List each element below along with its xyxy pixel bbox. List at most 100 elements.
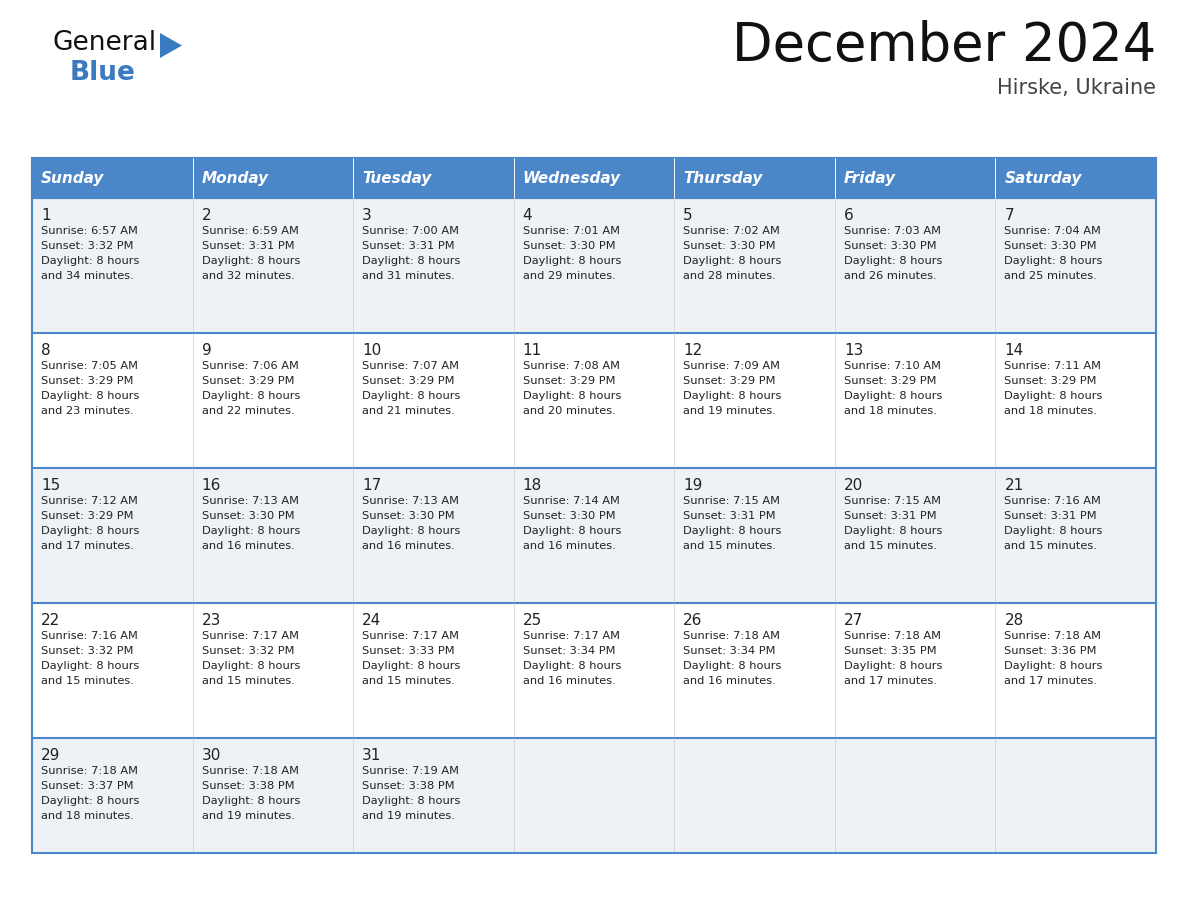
Text: 16: 16: [202, 478, 221, 493]
Text: Sunset: 3:35 PM: Sunset: 3:35 PM: [843, 646, 936, 656]
Text: Sunrise: 7:15 AM: Sunrise: 7:15 AM: [843, 496, 941, 506]
Text: Sunrise: 7:01 AM: Sunrise: 7:01 AM: [523, 226, 620, 236]
Text: Daylight: 8 hours: Daylight: 8 hours: [523, 526, 621, 536]
Text: and 28 minutes.: and 28 minutes.: [683, 271, 776, 281]
Text: Daylight: 8 hours: Daylight: 8 hours: [843, 661, 942, 671]
Text: Daylight: 8 hours: Daylight: 8 hours: [202, 661, 299, 671]
Bar: [353, 158, 513, 198]
Text: Sunset: 3:36 PM: Sunset: 3:36 PM: [1004, 646, 1097, 656]
Text: and 20 minutes.: and 20 minutes.: [523, 406, 615, 416]
Bar: [675, 158, 835, 198]
Text: and 16 minutes.: and 16 minutes.: [523, 676, 615, 686]
Text: Sunset: 3:38 PM: Sunset: 3:38 PM: [202, 781, 295, 791]
Bar: [32, 738, 1156, 853]
Text: Sunday: Sunday: [42, 171, 105, 185]
Bar: [835, 158, 996, 198]
Text: Daylight: 8 hours: Daylight: 8 hours: [683, 391, 782, 401]
Text: Sunset: 3:29 PM: Sunset: 3:29 PM: [843, 376, 936, 386]
Text: and 17 minutes.: and 17 minutes.: [1004, 676, 1098, 686]
Text: Daylight: 8 hours: Daylight: 8 hours: [42, 391, 139, 401]
Bar: [32, 158, 192, 198]
Text: Sunset: 3:32 PM: Sunset: 3:32 PM: [202, 646, 295, 656]
Text: Sunset: 3:31 PM: Sunset: 3:31 PM: [1004, 511, 1097, 521]
Text: and 22 minutes.: and 22 minutes.: [202, 406, 295, 416]
Text: Sunrise: 7:13 AM: Sunrise: 7:13 AM: [202, 496, 298, 506]
Text: Sunrise: 7:18 AM: Sunrise: 7:18 AM: [1004, 631, 1101, 641]
Bar: [32, 603, 1156, 738]
Text: Sunset: 3:30 PM: Sunset: 3:30 PM: [683, 241, 776, 251]
Text: Daylight: 8 hours: Daylight: 8 hours: [202, 796, 299, 806]
Text: and 19 minutes.: and 19 minutes.: [683, 406, 776, 416]
Text: Sunrise: 7:02 AM: Sunrise: 7:02 AM: [683, 226, 781, 236]
Text: and 15 minutes.: and 15 minutes.: [1004, 541, 1098, 551]
Text: Sunset: 3:33 PM: Sunset: 3:33 PM: [362, 646, 455, 656]
Text: Daylight: 8 hours: Daylight: 8 hours: [202, 391, 299, 401]
Text: Sunset: 3:29 PM: Sunset: 3:29 PM: [42, 376, 133, 386]
Text: Sunset: 3:31 PM: Sunset: 3:31 PM: [683, 511, 776, 521]
Text: Sunset: 3:34 PM: Sunset: 3:34 PM: [523, 646, 615, 656]
Text: Daylight: 8 hours: Daylight: 8 hours: [362, 391, 461, 401]
Text: 9: 9: [202, 343, 211, 358]
Text: Sunset: 3:30 PM: Sunset: 3:30 PM: [362, 511, 455, 521]
Text: Daylight: 8 hours: Daylight: 8 hours: [683, 256, 782, 266]
Text: Sunrise: 7:00 AM: Sunrise: 7:00 AM: [362, 226, 459, 236]
Text: Friday: Friday: [843, 171, 896, 185]
Text: Hirske, Ukraine: Hirske, Ukraine: [997, 78, 1156, 98]
Text: Daylight: 8 hours: Daylight: 8 hours: [362, 796, 461, 806]
Text: Sunrise: 7:05 AM: Sunrise: 7:05 AM: [42, 361, 138, 371]
Text: 19: 19: [683, 478, 702, 493]
Text: 8: 8: [42, 343, 51, 358]
Text: Wednesday: Wednesday: [523, 171, 621, 185]
Text: Sunset: 3:32 PM: Sunset: 3:32 PM: [42, 646, 133, 656]
Text: and 16 minutes.: and 16 minutes.: [202, 541, 295, 551]
Text: and 15 minutes.: and 15 minutes.: [42, 676, 134, 686]
Text: 28: 28: [1004, 613, 1024, 628]
Text: Daylight: 8 hours: Daylight: 8 hours: [42, 796, 139, 806]
Text: and 26 minutes.: and 26 minutes.: [843, 271, 936, 281]
Text: Sunset: 3:29 PM: Sunset: 3:29 PM: [683, 376, 776, 386]
Text: and 23 minutes.: and 23 minutes.: [42, 406, 134, 416]
Text: 17: 17: [362, 478, 381, 493]
Bar: [32, 468, 1156, 603]
Text: Daylight: 8 hours: Daylight: 8 hours: [362, 526, 461, 536]
Text: and 15 minutes.: and 15 minutes.: [843, 541, 936, 551]
Text: 11: 11: [523, 343, 542, 358]
Text: Sunrise: 7:11 AM: Sunrise: 7:11 AM: [1004, 361, 1101, 371]
Text: 4: 4: [523, 208, 532, 223]
Text: Daylight: 8 hours: Daylight: 8 hours: [202, 526, 299, 536]
Text: Sunset: 3:31 PM: Sunset: 3:31 PM: [843, 511, 936, 521]
Text: and 34 minutes.: and 34 minutes.: [42, 271, 134, 281]
Text: Sunset: 3:29 PM: Sunset: 3:29 PM: [362, 376, 455, 386]
Text: and 19 minutes.: and 19 minutes.: [362, 811, 455, 821]
Polygon shape: [160, 33, 182, 58]
Text: and 25 minutes.: and 25 minutes.: [1004, 271, 1098, 281]
Text: Saturday: Saturday: [1004, 171, 1082, 185]
Text: Daylight: 8 hours: Daylight: 8 hours: [362, 661, 461, 671]
Text: and 18 minutes.: and 18 minutes.: [42, 811, 134, 821]
Text: 22: 22: [42, 613, 61, 628]
Text: Sunset: 3:30 PM: Sunset: 3:30 PM: [523, 511, 615, 521]
Text: 26: 26: [683, 613, 702, 628]
Text: Sunrise: 7:15 AM: Sunrise: 7:15 AM: [683, 496, 781, 506]
Text: Sunrise: 7:18 AM: Sunrise: 7:18 AM: [42, 766, 138, 776]
Text: Daylight: 8 hours: Daylight: 8 hours: [202, 256, 299, 266]
Text: Daylight: 8 hours: Daylight: 8 hours: [1004, 256, 1102, 266]
Text: and 32 minutes.: and 32 minutes.: [202, 271, 295, 281]
Text: and 29 minutes.: and 29 minutes.: [523, 271, 615, 281]
Text: and 15 minutes.: and 15 minutes.: [683, 541, 776, 551]
Text: and 18 minutes.: and 18 minutes.: [1004, 406, 1098, 416]
Text: 24: 24: [362, 613, 381, 628]
Text: Daylight: 8 hours: Daylight: 8 hours: [843, 391, 942, 401]
Text: Daylight: 8 hours: Daylight: 8 hours: [42, 661, 139, 671]
Text: Daylight: 8 hours: Daylight: 8 hours: [1004, 391, 1102, 401]
Text: Sunrise: 7:18 AM: Sunrise: 7:18 AM: [843, 631, 941, 641]
Text: Daylight: 8 hours: Daylight: 8 hours: [362, 256, 461, 266]
Text: 25: 25: [523, 613, 542, 628]
Text: Sunrise: 7:06 AM: Sunrise: 7:06 AM: [202, 361, 298, 371]
Text: Sunrise: 6:59 AM: Sunrise: 6:59 AM: [202, 226, 298, 236]
Text: 15: 15: [42, 478, 61, 493]
Text: Sunset: 3:37 PM: Sunset: 3:37 PM: [42, 781, 133, 791]
Text: Sunrise: 7:12 AM: Sunrise: 7:12 AM: [42, 496, 138, 506]
Text: 14: 14: [1004, 343, 1024, 358]
Text: Sunrise: 7:17 AM: Sunrise: 7:17 AM: [202, 631, 298, 641]
